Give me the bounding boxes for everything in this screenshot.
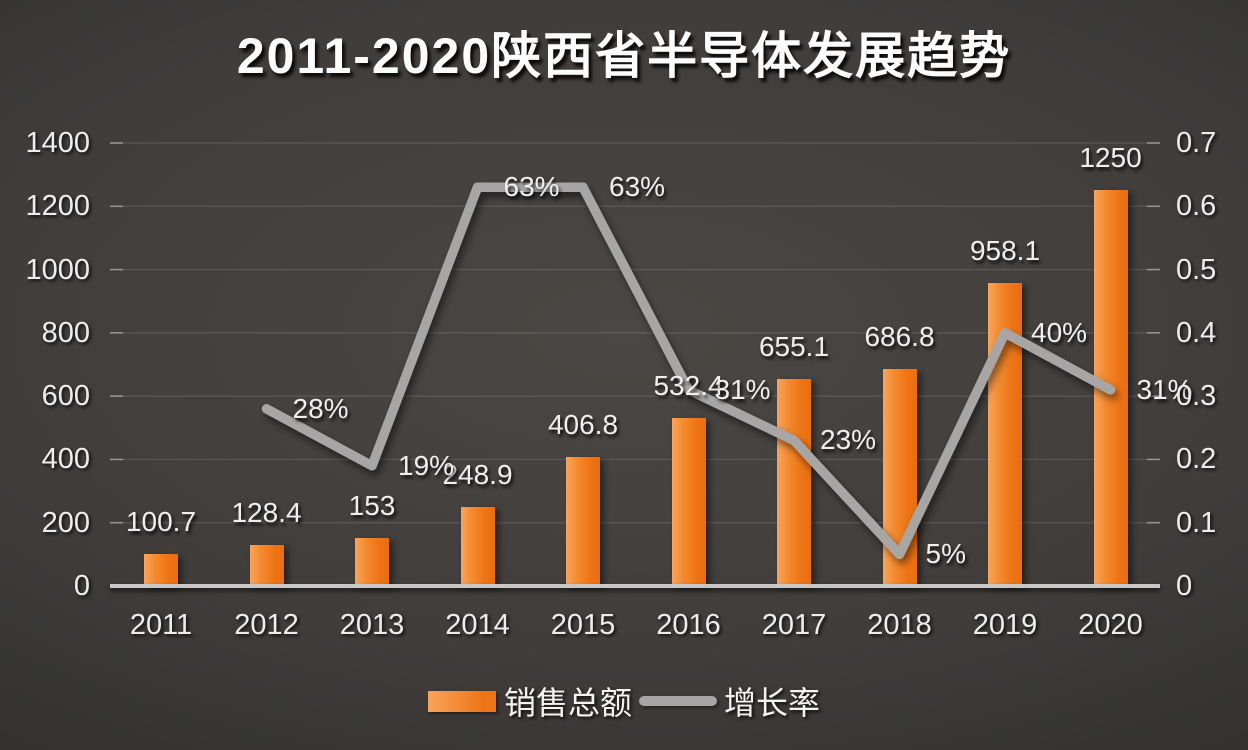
right-axis-tick-label: 0 — [1176, 570, 1193, 602]
line-value-label: 19% — [398, 449, 455, 481]
line-value-label: 23% — [820, 424, 877, 456]
line-value-label: 63% — [609, 171, 666, 203]
line-value-label: 40% — [1031, 316, 1088, 348]
x-axis-label-2011: 2011 — [129, 609, 193, 641]
right-axis-tick-label: 0.6 — [1176, 190, 1217, 223]
x-axis-label-2015: 2015 — [550, 609, 616, 641]
left-axis-tick-label: 600 — [41, 380, 90, 413]
left-axis-tick-label: 400 — [41, 443, 90, 476]
x-axis-label-2019: 2019 — [972, 609, 1038, 641]
line-value-label: 5% — [925, 538, 966, 570]
legend-swatch-growth-line — [639, 696, 717, 706]
bar-value-label: 406.8 — [547, 409, 619, 441]
left-axis-tick-label: 0 — [73, 570, 90, 602]
bar-2011 — [144, 554, 178, 586]
line-value-label: 63% — [503, 171, 560, 203]
left-axis-tick-label: 800 — [41, 316, 90, 349]
legend-label-growth: 增长率 — [724, 685, 821, 721]
line-value-label: 31% — [714, 373, 771, 405]
x-axis-line — [110, 584, 1160, 588]
left-axis-tick-label: 1200 — [25, 190, 90, 223]
bar-value-label: 532.4 — [653, 369, 724, 401]
x-axis-label-2014: 2014 — [445, 609, 510, 641]
x-axis-label-2017: 2017 — [761, 609, 827, 641]
bar-value-label: 128.4 — [231, 497, 302, 529]
x-axis-label-2016: 2016 — [656, 609, 721, 641]
right-axis-tick-label: 0.1 — [1176, 506, 1217, 539]
right-axis-tick-label: 0.4 — [1176, 316, 1217, 349]
x-axis-label-2012: 2012 — [234, 609, 299, 641]
left-axis-tick-label: 1000 — [25, 253, 90, 286]
line-value-label: 28% — [292, 392, 349, 424]
x-axis-label-2018: 2018 — [867, 609, 932, 641]
line-value-label: 31% — [1136, 373, 1193, 405]
right-axis-tick-label: 0.5 — [1176, 253, 1217, 286]
left-axis-tick-label: 200 — [41, 506, 90, 539]
bar-value-label: 958.1 — [969, 234, 1041, 266]
legend-label-sales: 销售总额 — [503, 685, 632, 721]
x-axis-label-2020: 2020 — [1078, 609, 1143, 641]
right-axis-tick-label: 0.3 — [1176, 380, 1217, 413]
bar-value-label: 686.8 — [864, 320, 935, 352]
right-axis-tick-label: 0.2 — [1176, 443, 1217, 476]
bar-value-label: 100.7 — [125, 506, 197, 538]
chart-title: 2011-2020陕西省半导体发展趋势 — [236, 28, 1012, 84]
bar-value-label: 1250 — [1079, 142, 1142, 174]
bar-value-label: 655.1 — [758, 330, 830, 362]
right-axis-tick-label: 0.7 — [1176, 127, 1217, 159]
bar-value-label: 153 — [348, 489, 396, 521]
legend-swatch-sales — [427, 690, 496, 712]
x-axis-label-2013: 2013 — [339, 609, 405, 641]
bar-value-label: 248.9 — [442, 459, 513, 491]
left-axis-tick-label: 1400 — [25, 127, 90, 159]
legend: 销售总额 增长率 — [0, 680, 1248, 722]
